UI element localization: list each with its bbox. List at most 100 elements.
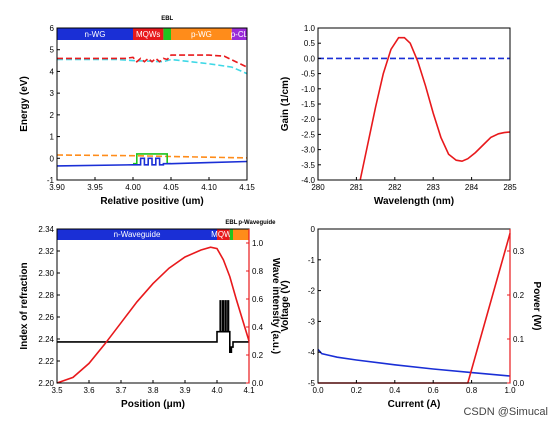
y2-axis-label: Wave intensity (a.u.): [270, 258, 281, 354]
y-tick-label: 2.22: [38, 357, 54, 366]
x-tick-label: 3.8: [147, 386, 159, 395]
y2-tick-label: 0.2: [252, 351, 264, 360]
region-band-3: [233, 229, 249, 240]
y-tick-label: -3: [308, 317, 316, 326]
y2-tick-label: 0.8: [252, 267, 264, 276]
region-band-0: [57, 28, 133, 40]
series-line-1: [56, 246, 250, 384]
x-tick-label: 3.95: [87, 183, 103, 192]
y-axis-label: Gain (1/cm): [280, 77, 291, 131]
x-tick-label: 3.5: [51, 386, 63, 395]
x-axis-label: Relative positive (um): [100, 196, 203, 207]
x-tick-label: 0.4: [389, 386, 401, 395]
plot-frame: [317, 228, 511, 384]
annotation-p-waveguide: p-Waveguide: [238, 220, 276, 226]
y-tick-label: -5: [308, 379, 316, 388]
y-tick-label: 2.20: [38, 379, 54, 388]
region-label-0: n-WG: [85, 30, 106, 39]
y-tick-label: 2.24: [38, 335, 54, 344]
x-axis-label: Current (A): [388, 399, 441, 410]
x-tick-label: 4.10: [201, 183, 217, 192]
x-tick-label: 282: [388, 183, 402, 192]
y-tick-label: 4: [50, 67, 55, 76]
y-tick-label: 3: [50, 89, 55, 98]
y-tick-label: 0.5: [304, 39, 316, 48]
region-label-0: n-Waveguide: [114, 230, 161, 239]
plot-frame: [56, 27, 248, 181]
x-tick-label: 285: [503, 183, 517, 192]
watermark: CSDN @Simucal: [463, 406, 548, 418]
y2-tick-label: 0.6: [252, 295, 264, 304]
y-tick-label: 5: [50, 46, 55, 55]
chart-iv-power: 0.0 0.2 0.4 0.6 0.8 1.0 -5 -4 -3 -2 -1 0 0.0 0.1 0.2 0.…: [280, 225, 542, 410]
region-band-4: [231, 28, 247, 40]
series-line-0: [57, 58, 248, 75]
y-axis-label: Voltage (V): [280, 280, 291, 331]
region-band-1: [217, 229, 230, 240]
region-label-1: MQWs: [136, 30, 160, 39]
x-tick-label: 4.15: [239, 183, 255, 192]
y2-tick-label: 0.2: [513, 291, 525, 300]
series-line-4: [56, 157, 248, 167]
x-tick-label: 1.0: [504, 386, 516, 395]
region-band-0: [57, 229, 217, 240]
y-tick-label: -3.5: [301, 161, 315, 170]
x-tick-label: 4.05: [163, 183, 179, 192]
x-tick-label: 0.6: [428, 386, 440, 395]
region-band-1: [133, 28, 164, 40]
y-tick-label: -1: [308, 256, 316, 265]
x-tick-label: 4.00: [125, 183, 141, 192]
y-tick-label: 6: [50, 24, 55, 33]
y-tick-label: -2.0: [301, 115, 315, 124]
y-tick-label: -2: [308, 287, 316, 296]
region-band-2: [163, 28, 171, 40]
series-line-0: [57, 300, 249, 353]
y2-tick-label: 0.0: [252, 379, 264, 388]
x-tick-label: 3.90: [49, 183, 65, 192]
annotation-ebl: EBL: [225, 220, 237, 226]
y2-axis-label: Power (W): [531, 282, 542, 331]
x-tick-label: 4.0: [211, 386, 223, 395]
y-tick-label: -2.5: [301, 130, 315, 139]
x-tick-label: 0.0: [312, 386, 324, 395]
x-tick-label: 281: [350, 183, 364, 192]
x-tick-label: 3.6: [83, 386, 95, 395]
y-tick-label: 2.34: [38, 225, 54, 234]
y-tick-label: -1.0: [301, 85, 315, 94]
y-tick-label: -4.0: [301, 176, 315, 185]
series-line-1: [359, 36, 511, 181]
region-label-1: MQWs: [211, 230, 235, 239]
y2-tick-label: 0.3: [513, 247, 525, 256]
y-axis-label: Energy (eV): [19, 76, 30, 132]
y-tick-label: 2.30: [38, 269, 54, 278]
y-tick-label: 2: [50, 111, 55, 120]
series-line-0: [317, 348, 511, 377]
y-tick-label: -3.0: [301, 146, 315, 155]
y-tick-label: 0: [311, 225, 316, 234]
chart-gain: 280 281 282 283 284 285 -4.0 -3.5 -3.0 -2.5 -2.0 -1…: [280, 24, 517, 207]
x-tick-label: 3.9: [179, 386, 191, 395]
chart-refraction: n-Waveguide MQWs 3.5 3.6 3.7 3.8 3.9 4.0 4.1 2.20…: [19, 220, 281, 410]
x-tick-label: 280: [311, 183, 325, 192]
region-label-4: p-CL: [231, 30, 249, 39]
annotation-ebl: EBL: [161, 16, 173, 22]
y-tick-label: 2.26: [38, 313, 54, 322]
chart-energy: n-WG MQWs p-WG p-CL 3.90 3.95 4.00 4.05 4.10 4.15…: [19, 16, 255, 207]
x-axis-label: Position (μm): [121, 399, 185, 410]
x-tick-label: 0.8: [466, 386, 478, 395]
y-tick-label: -4: [308, 348, 316, 357]
y-tick-label: -0.5: [301, 70, 315, 79]
y-tick-label: 0.0: [304, 54, 316, 63]
y2-tick-label: 0.1: [513, 335, 525, 344]
y-tick-label: 2.28: [38, 291, 54, 300]
x-tick-label: 284: [465, 183, 479, 192]
y2-tick-label: 0.0: [513, 379, 525, 388]
region-band-2: [229, 229, 233, 240]
y-axis-label: Index of refraction: [19, 262, 30, 349]
y2-tick-label: 1.0: [252, 239, 264, 248]
y-tick-label: 1.0: [304, 24, 316, 33]
x-axis-label: Wavelength (nm): [374, 196, 454, 207]
x-tick-label: 3.7: [115, 386, 127, 395]
y-tick-label: 0: [50, 154, 55, 163]
